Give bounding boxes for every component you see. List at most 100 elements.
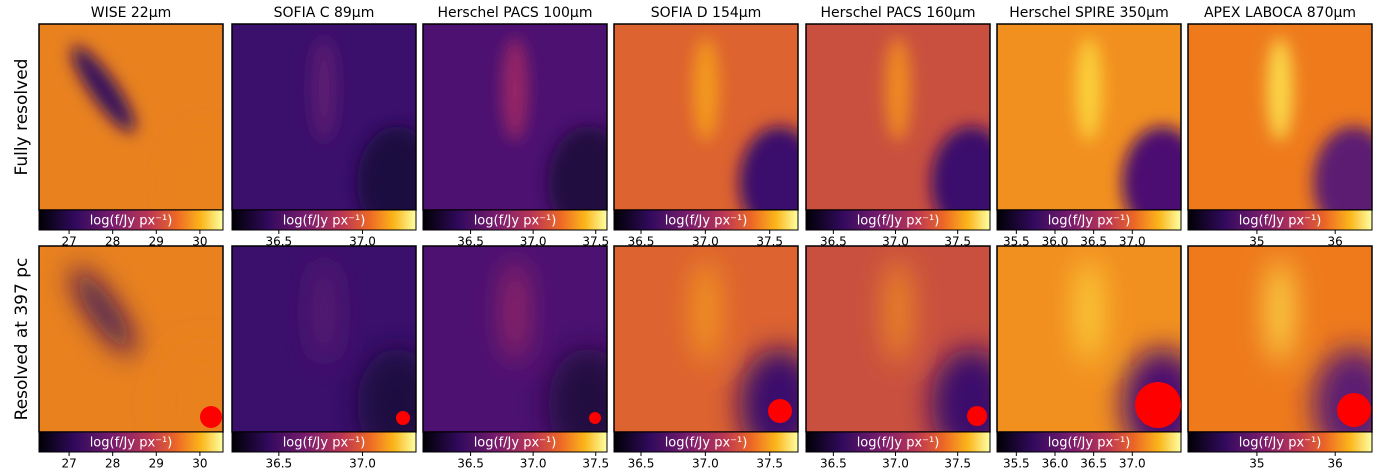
map-image	[423, 246, 607, 432]
tick-label: 36.5	[628, 235, 655, 249]
column-title: SOFIA C 89μm	[274, 5, 375, 21]
tick-label: 36.5	[820, 235, 847, 249]
map-features	[502, 37, 607, 210]
tick-label: 37.5	[756, 457, 783, 471]
tick-label: 36	[1328, 235, 1343, 249]
tick-label: 27	[61, 457, 76, 471]
tick-label: 37.5	[944, 235, 971, 249]
arc-feature	[885, 259, 911, 364]
colorbar	[231, 209, 417, 231]
column-title: APEX LABOCA 870μm	[1204, 5, 1356, 21]
tick-label: 30	[192, 457, 207, 471]
tick-label: 36.5	[1080, 235, 1107, 249]
colorbar-label: log(f/Jy px⁻¹)	[1239, 214, 1322, 229]
colorbar	[422, 431, 608, 453]
tick-label: 36.5	[457, 235, 484, 249]
tick-label: 37.5	[944, 457, 971, 471]
colorbar-label: log(f/Jy px⁻¹)	[1048, 214, 1131, 229]
colorbar-label: log(f/Jy px⁻¹)	[857, 214, 940, 229]
map-image	[614, 24, 798, 210]
arc-feature	[311, 37, 337, 142]
tick-label: 37.0	[882, 235, 909, 249]
colorbar	[1187, 209, 1373, 231]
arc-feature	[502, 37, 528, 142]
tick-label: 36.0	[1042, 457, 1069, 471]
tick-label: 37.0	[692, 235, 719, 249]
tick-label: 27	[61, 235, 76, 249]
tick-label: 36.5	[1080, 457, 1107, 471]
tick-label: 37.0	[520, 235, 547, 249]
map-features	[71, 45, 223, 210]
dark-region	[931, 126, 990, 210]
colorbar	[422, 209, 608, 231]
map-image	[997, 246, 1181, 432]
dark-region	[357, 348, 416, 432]
tick-label: 37.0	[882, 457, 909, 471]
colorbar	[996, 431, 1182, 453]
tick-label: 29	[149, 235, 164, 249]
dark-region	[357, 126, 416, 210]
row-label: Resolved at 397 pc	[12, 258, 32, 421]
map-features	[311, 37, 416, 210]
map-image	[1188, 24, 1372, 210]
tick-label: 37.5	[582, 457, 609, 471]
arc-feature	[693, 37, 719, 142]
tick-label: 36.5	[265, 457, 292, 471]
column-title: WISE 22μm	[91, 5, 172, 21]
colorbar-label: log(f/Jy px⁻¹)	[857, 436, 940, 451]
arc-feature	[1267, 259, 1293, 364]
colorbar	[38, 431, 224, 453]
beam	[768, 399, 792, 423]
map-image	[232, 246, 416, 432]
colorbar-label: log(f/Jy px⁻¹)	[90, 214, 173, 229]
column-title: Herschel PACS 160μm	[821, 5, 976, 21]
tick-label: 37.0	[349, 235, 376, 249]
tick-label: 35.5	[1003, 457, 1030, 471]
arc-feature	[502, 259, 528, 364]
dark-region	[548, 348, 607, 432]
map-features	[885, 37, 990, 210]
arc-feature	[1267, 37, 1293, 142]
map-features	[311, 259, 416, 432]
column-title: Herschel PACS 100μm	[438, 5, 593, 21]
map-image	[1188, 246, 1372, 432]
arc-feature	[71, 267, 136, 355]
map-features	[1076, 37, 1181, 210]
colorbar	[996, 209, 1182, 231]
tick-label: 37.0	[1119, 235, 1146, 249]
colorbar-label: log(f/Jy px⁻¹)	[1048, 436, 1131, 451]
colorbar	[805, 209, 991, 231]
arc-feature	[885, 37, 911, 142]
colorbar	[1187, 431, 1373, 453]
arc-feature	[1076, 259, 1102, 364]
tick-label: 28	[105, 235, 120, 249]
map-image	[39, 24, 223, 210]
colorbar-label: log(f/Jy px⁻¹)	[90, 436, 173, 451]
colorbar-label: log(f/Jy px⁻¹)	[1239, 436, 1322, 451]
tick-label: 36.5	[265, 235, 292, 249]
tick-label: 37.5	[756, 235, 783, 249]
dark-region	[164, 126, 223, 210]
tick-label: 37.5	[582, 235, 609, 249]
colorbar	[231, 431, 417, 453]
colorbar	[613, 431, 799, 453]
colorbar	[805, 431, 991, 453]
colorbar-label: log(f/Jy px⁻¹)	[474, 436, 557, 451]
map-features	[693, 37, 798, 210]
colorbar	[613, 209, 799, 231]
tick-label: 28	[105, 457, 120, 471]
tick-label: 35	[1249, 457, 1264, 471]
tick-label: 35.5	[1003, 235, 1030, 249]
map-image	[614, 246, 798, 432]
tick-label: 36.5	[457, 457, 484, 471]
dark-region	[1313, 126, 1372, 210]
tick-label: 36.5	[628, 457, 655, 471]
colorbar-label: log(f/Jy px⁻¹)	[665, 436, 748, 451]
tick-label: 29	[149, 457, 164, 471]
arc-feature	[311, 259, 337, 364]
column-title: Herschel SPIRE 350μm	[1009, 5, 1168, 21]
colorbar-label: log(f/Jy px⁻¹)	[283, 436, 366, 451]
map-image	[232, 24, 416, 210]
beam	[1337, 393, 1371, 427]
